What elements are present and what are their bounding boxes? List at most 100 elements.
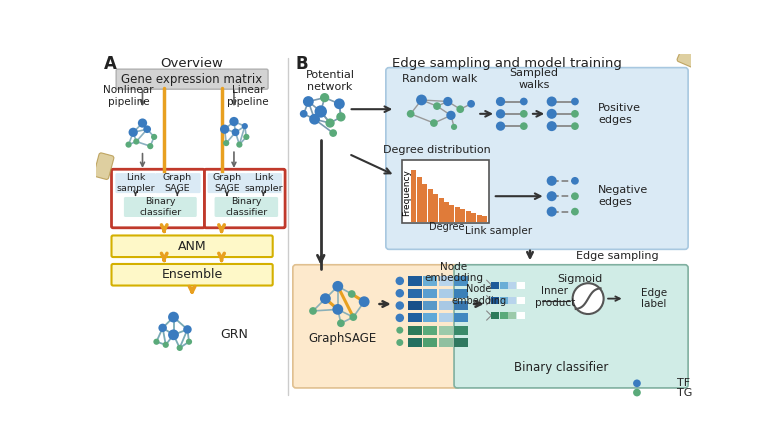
Circle shape xyxy=(349,313,357,321)
Text: Nonlinear
pipeline: Nonlinear pipeline xyxy=(104,85,154,107)
Circle shape xyxy=(446,111,455,120)
Circle shape xyxy=(547,109,557,119)
FancyBboxPatch shape xyxy=(124,197,197,217)
Circle shape xyxy=(633,389,641,396)
Bar xyxy=(500,297,508,304)
Circle shape xyxy=(348,290,356,298)
Circle shape xyxy=(573,283,604,314)
FancyBboxPatch shape xyxy=(386,68,688,250)
Circle shape xyxy=(571,110,579,118)
Bar xyxy=(454,276,468,285)
Bar xyxy=(454,326,468,335)
FancyBboxPatch shape xyxy=(207,173,247,193)
Bar xyxy=(454,313,468,323)
Bar xyxy=(460,209,465,222)
Text: Node
embedding: Node embedding xyxy=(425,262,484,283)
FancyBboxPatch shape xyxy=(454,265,688,388)
Circle shape xyxy=(547,96,557,107)
Circle shape xyxy=(186,339,192,345)
Bar xyxy=(433,194,439,222)
Text: Degree: Degree xyxy=(429,222,464,232)
Circle shape xyxy=(137,118,147,128)
Circle shape xyxy=(443,97,452,106)
Bar xyxy=(408,276,422,285)
FancyBboxPatch shape xyxy=(677,47,704,69)
Circle shape xyxy=(571,192,579,200)
Bar xyxy=(423,276,437,285)
Circle shape xyxy=(320,93,329,102)
Circle shape xyxy=(359,296,369,307)
Bar xyxy=(439,301,452,310)
Circle shape xyxy=(547,191,557,201)
Text: GRN: GRN xyxy=(220,328,248,341)
Text: Graph
SAGE: Graph SAGE xyxy=(213,173,242,193)
Bar xyxy=(476,215,482,222)
Bar xyxy=(449,205,455,222)
Bar xyxy=(500,282,508,289)
Text: Sampled
walks: Sampled walks xyxy=(509,69,558,90)
Bar xyxy=(423,301,437,310)
Circle shape xyxy=(416,95,427,105)
Bar xyxy=(408,289,422,298)
Text: Random walk: Random walk xyxy=(402,74,478,84)
Text: GraphSAGE: GraphSAGE xyxy=(308,332,376,345)
Circle shape xyxy=(333,281,343,292)
Bar xyxy=(465,211,471,222)
Circle shape xyxy=(571,122,579,130)
Circle shape xyxy=(396,327,403,334)
Bar xyxy=(508,282,516,289)
FancyBboxPatch shape xyxy=(94,153,114,180)
Bar xyxy=(408,313,422,323)
Text: TF: TF xyxy=(677,378,690,388)
Bar xyxy=(439,276,452,285)
Circle shape xyxy=(223,140,230,146)
Bar xyxy=(492,313,499,319)
Bar xyxy=(412,170,416,222)
Bar xyxy=(402,160,489,223)
Circle shape xyxy=(303,96,314,107)
FancyBboxPatch shape xyxy=(155,173,200,193)
Bar xyxy=(500,313,508,319)
Circle shape xyxy=(407,110,415,118)
Circle shape xyxy=(163,342,169,348)
Bar xyxy=(455,207,460,222)
Circle shape xyxy=(571,208,579,215)
Text: Degree distribution: Degree distribution xyxy=(383,145,491,155)
Circle shape xyxy=(326,118,335,128)
Bar xyxy=(471,213,476,222)
FancyBboxPatch shape xyxy=(293,265,460,388)
Circle shape xyxy=(520,98,528,105)
Bar xyxy=(482,215,487,222)
Circle shape xyxy=(168,312,179,323)
Text: Binary classifier: Binary classifier xyxy=(514,362,608,375)
Circle shape xyxy=(520,122,528,130)
Text: Ensemble: Ensemble xyxy=(161,268,223,281)
Circle shape xyxy=(125,142,131,148)
Circle shape xyxy=(430,119,438,127)
Circle shape xyxy=(310,307,317,315)
Circle shape xyxy=(333,304,343,315)
Text: Gene expression matrix: Gene expression matrix xyxy=(121,73,263,86)
Circle shape xyxy=(547,121,557,131)
Circle shape xyxy=(571,98,579,105)
FancyBboxPatch shape xyxy=(111,169,204,228)
Circle shape xyxy=(547,207,557,217)
Text: TG: TG xyxy=(677,388,693,397)
Bar xyxy=(517,282,525,289)
Circle shape xyxy=(237,142,243,148)
Circle shape xyxy=(220,125,230,134)
Circle shape xyxy=(151,134,157,140)
Circle shape xyxy=(232,129,240,136)
Circle shape xyxy=(433,102,441,110)
Text: Negative
edges: Negative edges xyxy=(598,185,648,207)
Circle shape xyxy=(467,100,475,108)
Text: B: B xyxy=(296,55,309,73)
Text: Binary
classifier: Binary classifier xyxy=(139,197,181,217)
Circle shape xyxy=(337,319,345,327)
Circle shape xyxy=(320,293,331,304)
Bar xyxy=(428,189,432,222)
Circle shape xyxy=(396,339,403,346)
Circle shape xyxy=(496,109,505,118)
FancyBboxPatch shape xyxy=(246,173,282,193)
FancyBboxPatch shape xyxy=(319,0,349,9)
